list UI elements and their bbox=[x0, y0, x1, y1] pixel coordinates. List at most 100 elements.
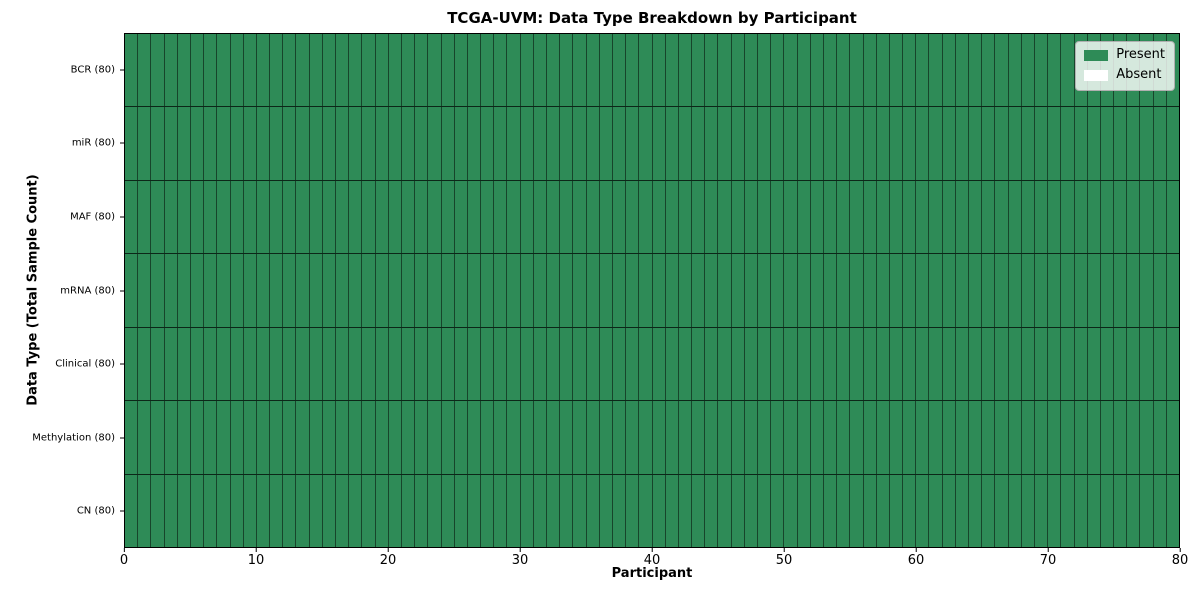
heatmap-cell bbox=[1048, 327, 1062, 401]
heatmap-cell bbox=[217, 180, 231, 254]
heatmap-cell bbox=[731, 254, 745, 327]
heatmap-cell bbox=[823, 180, 838, 254]
heatmap-cell bbox=[1021, 107, 1035, 180]
x-tick-label: 30 bbox=[511, 553, 529, 568]
heatmap-cell bbox=[441, 34, 455, 107]
heatmap-cell bbox=[283, 474, 297, 547]
heatmap-cell bbox=[731, 107, 745, 180]
heatmap-cell bbox=[731, 401, 745, 474]
heatmap-row-maf bbox=[125, 180, 1179, 255]
heatmap-cell bbox=[1166, 254, 1179, 327]
heatmap-cell bbox=[1048, 107, 1062, 180]
heatmap-cell bbox=[138, 327, 152, 401]
y-tick-mark bbox=[120, 363, 124, 365]
heatmap-cell bbox=[1034, 254, 1049, 327]
heatmap-cell bbox=[375, 474, 389, 547]
heatmap-cell bbox=[401, 474, 416, 547]
heatmap-cell bbox=[533, 401, 547, 474]
heatmap-cell bbox=[612, 401, 627, 474]
heatmap-cell bbox=[626, 34, 640, 107]
heatmap-cell bbox=[125, 180, 139, 254]
heatmap-cell bbox=[401, 180, 416, 254]
heatmap-cell bbox=[1166, 401, 1179, 474]
heatmap-cell bbox=[1153, 401, 1167, 474]
heatmap-cell bbox=[705, 180, 719, 254]
heatmap-cell bbox=[665, 180, 679, 254]
heatmap-cell bbox=[454, 474, 468, 547]
heatmap-cell bbox=[164, 474, 178, 547]
heatmap-cell bbox=[797, 254, 811, 327]
heatmap-cell bbox=[626, 401, 640, 474]
heatmap-cell bbox=[494, 254, 508, 327]
heatmap-cell bbox=[151, 107, 165, 180]
heatmap-cell bbox=[1008, 474, 1022, 547]
heatmap-cell bbox=[256, 34, 271, 107]
heatmap-cell bbox=[349, 401, 363, 474]
heatmap-cell bbox=[942, 401, 956, 474]
heatmap-cell bbox=[665, 254, 679, 327]
heatmap-cell bbox=[164, 107, 178, 180]
heatmap-cell bbox=[441, 327, 455, 401]
heatmap-cell bbox=[639, 34, 653, 107]
heatmap-cell bbox=[322, 107, 336, 180]
heatmap-cell bbox=[573, 401, 587, 474]
heatmap-cell bbox=[955, 474, 969, 547]
x-tick-mark bbox=[1179, 548, 1181, 552]
heatmap-cell bbox=[718, 254, 732, 327]
heatmap-cell bbox=[217, 34, 231, 107]
heatmap-cell bbox=[1074, 401, 1088, 474]
heatmap-cell bbox=[1153, 180, 1167, 254]
heatmap-cell bbox=[388, 327, 402, 401]
heatmap-cell bbox=[1008, 401, 1022, 474]
heatmap-cell bbox=[481, 474, 495, 547]
heatmap-cell bbox=[982, 34, 996, 107]
heatmap-cell bbox=[1127, 327, 1141, 401]
heatmap-cell bbox=[428, 180, 442, 254]
heatmap-cell bbox=[969, 254, 983, 327]
heatmap-cell bbox=[190, 180, 205, 254]
heatmap-cell bbox=[758, 107, 772, 180]
heatmap-cell bbox=[349, 107, 363, 180]
heatmap-cell bbox=[744, 107, 758, 180]
heatmap-cell bbox=[507, 180, 521, 254]
heatmap-cell bbox=[1114, 474, 1128, 547]
heatmap-cell bbox=[415, 474, 429, 547]
heatmap-cell bbox=[190, 254, 205, 327]
heatmap-cell bbox=[876, 254, 890, 327]
y-tick-label: CN (80) bbox=[76, 505, 115, 517]
heatmap-cell bbox=[494, 474, 508, 547]
heatmap-cell bbox=[1100, 327, 1115, 401]
heatmap-cell bbox=[415, 401, 429, 474]
heatmap-cell bbox=[1061, 34, 1075, 107]
legend-label: Present bbox=[1116, 47, 1165, 62]
heatmap-cell bbox=[612, 34, 627, 107]
heatmap-cell bbox=[692, 107, 706, 180]
heatmap-cell bbox=[322, 474, 336, 547]
y-tick-mark bbox=[120, 510, 124, 512]
heatmap-cell bbox=[454, 254, 468, 327]
heatmap-cell bbox=[784, 254, 798, 327]
heatmap-cell bbox=[639, 180, 653, 254]
heatmap-cell bbox=[599, 34, 613, 107]
heatmap-cell bbox=[573, 107, 587, 180]
heatmap-cell bbox=[744, 34, 758, 107]
x-axis-title: Participant bbox=[611, 566, 693, 581]
heatmap-cell bbox=[586, 474, 600, 547]
heatmap-cell bbox=[375, 401, 389, 474]
heatmap-cell bbox=[151, 34, 165, 107]
heatmap-cell bbox=[929, 254, 943, 327]
heatmap-cell bbox=[309, 107, 323, 180]
heatmap-cell bbox=[863, 474, 877, 547]
heatmap-cell bbox=[296, 180, 310, 254]
heatmap-cell bbox=[929, 474, 943, 547]
heatmap-cell bbox=[138, 401, 152, 474]
heatmap-cell bbox=[995, 474, 1009, 547]
heatmap-cell bbox=[507, 107, 521, 180]
heatmap-cell bbox=[758, 180, 772, 254]
heatmap-cell bbox=[744, 401, 758, 474]
heatmap-cell bbox=[1166, 107, 1179, 180]
heatmap-cell bbox=[573, 34, 587, 107]
heatmap-cell bbox=[256, 401, 271, 474]
heatmap-cell bbox=[1140, 180, 1154, 254]
heatmap-cell bbox=[217, 474, 231, 547]
